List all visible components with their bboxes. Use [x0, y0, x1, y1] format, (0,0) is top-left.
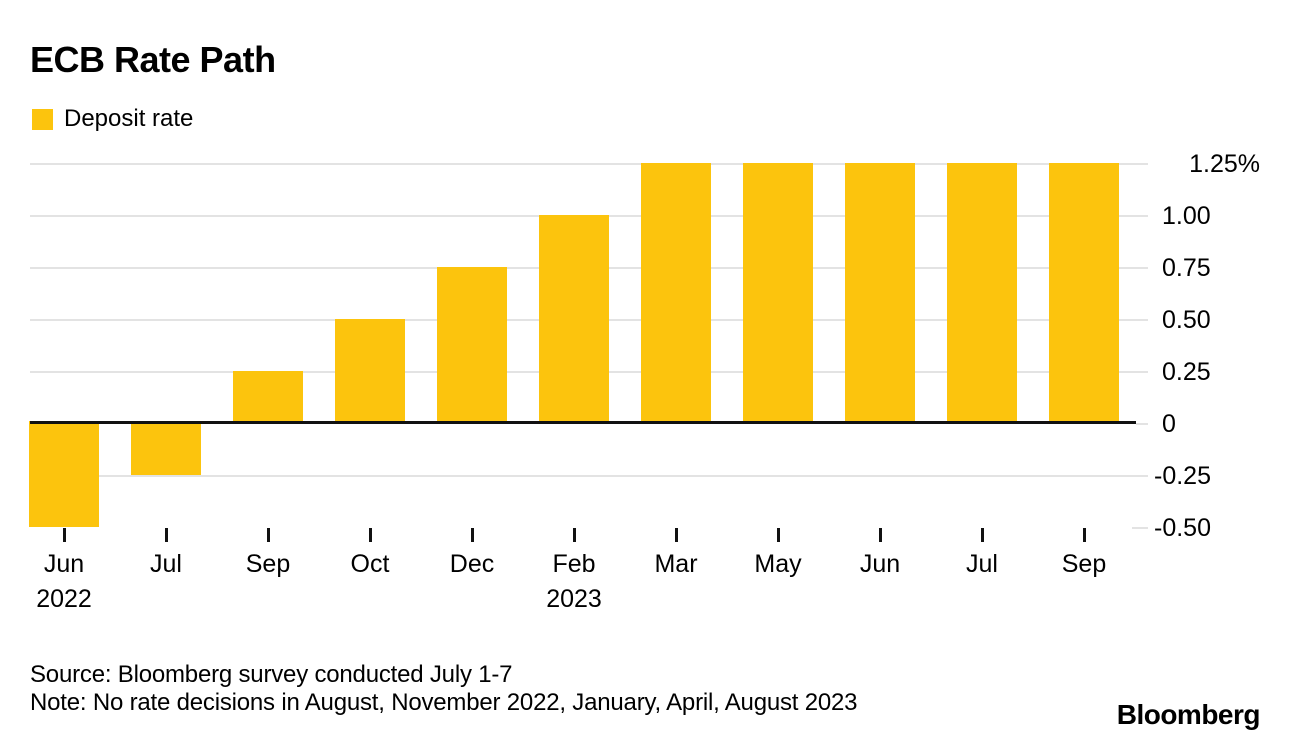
x-axis-label-month: Oct [350, 550, 390, 578]
y-axis-label: 0.25 [1162, 358, 1211, 386]
bar-jul [131, 421, 201, 475]
x-axis-tick [981, 528, 984, 542]
x-axis-label-year: 2023 [546, 585, 602, 613]
x-axis-label-month: Jun [43, 550, 85, 578]
y-axis-label: 1.00 [1162, 202, 1211, 230]
x-axis-tick [777, 528, 780, 542]
y-axis-label: 0 [1162, 410, 1176, 438]
x-axis-tick [267, 528, 270, 542]
x-axis-tick [63, 528, 66, 542]
x-axis-tick [471, 528, 474, 542]
axis-tick-right [1132, 527, 1148, 529]
bar-sep [1049, 163, 1119, 424]
x-axis-label-month: May [754, 550, 802, 578]
x-axis-tick [675, 528, 678, 542]
legend: Deposit rate [32, 107, 193, 131]
bar-oct [335, 319, 405, 424]
x-axis-label-month: Feb [552, 550, 596, 578]
note-text: Note: No rate decisions in August, Novem… [30, 689, 858, 716]
bar-may [743, 163, 813, 424]
chart-title: ECB Rate Path [30, 39, 276, 80]
zero-axis-line [30, 421, 1136, 424]
x-axis-label-month: Dec [449, 550, 495, 578]
x-axis-label-month: Sep [245, 550, 291, 578]
x-axis-tick [369, 528, 372, 542]
x-axis-label-month: Jun [859, 550, 901, 578]
legend-label: Deposit rate [64, 105, 194, 132]
x-axis-label-year: 2022 [36, 585, 92, 613]
bar-mar [641, 163, 711, 424]
y-axis-label: 0.75 [1162, 254, 1211, 282]
bar-feb [539, 215, 609, 424]
x-axis-tick [879, 528, 882, 542]
legend-swatch [32, 108, 53, 130]
axis-tick-right [1136, 423, 1148, 425]
bar-jun [845, 163, 915, 424]
x-axis-label-month: Jul [150, 550, 182, 578]
x-axis-label-month: Mar [654, 550, 698, 578]
bar-sep [233, 371, 303, 424]
bloomberg-logo: Bloomberg [1116, 699, 1261, 730]
source-text: Source: Bloomberg survey conducted July … [30, 661, 513, 688]
bar-jun [29, 421, 99, 527]
bar-dec [437, 267, 507, 424]
bar-jul [947, 163, 1017, 424]
gridline [30, 163, 1148, 165]
y-axis-label: 1.25% [1189, 150, 1260, 178]
y-axis-label: -0.25 [1154, 462, 1211, 490]
y-axis-label: -0.50 [1154, 514, 1211, 542]
x-axis-tick [165, 528, 168, 542]
x-axis-tick [573, 528, 576, 542]
x-axis-tick [1083, 528, 1086, 542]
y-axis-label: 0.50 [1162, 306, 1211, 334]
gridline [30, 475, 1148, 477]
x-axis-label-month: Jul [966, 550, 998, 578]
x-axis-label-month: Sep [1061, 550, 1107, 578]
